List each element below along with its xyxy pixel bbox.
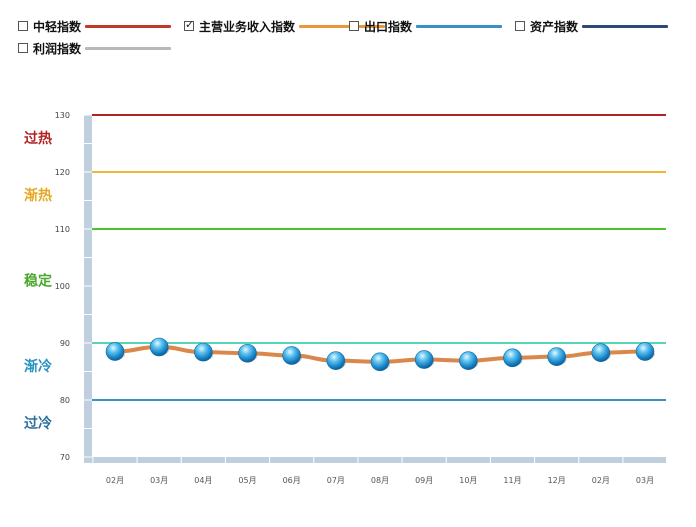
x-tick-label: 10月 (459, 476, 477, 485)
data-point (282, 346, 301, 365)
data-point (503, 348, 522, 368)
data-point (591, 343, 611, 362)
data-point (547, 347, 566, 366)
legend-checkbox[interactable] (515, 21, 525, 31)
data-point (635, 342, 655, 361)
legend-swatch-line (582, 24, 669, 28)
x-tick-label: 03月 (150, 476, 168, 485)
x-tick-label: 05月 (238, 476, 256, 485)
y-tick-label: 130 (55, 111, 70, 120)
x-tick-label: 04月 (194, 476, 212, 485)
legend-label: 中轻指数 (33, 19, 82, 34)
zone-label: 渐冷 (24, 358, 52, 375)
x-tick-label: 02月 (592, 476, 610, 485)
legend-checkbox[interactable] (18, 21, 28, 31)
legend-checkbox[interactable] (184, 18, 194, 31)
x-tick-label: 02月 (106, 476, 124, 485)
legend-item-zhongqing[interactable]: 中轻指数 (18, 18, 172, 34)
x-tick-label: 08月 (371, 476, 389, 485)
legend-label: 利润指数 (33, 41, 82, 56)
legend-item-export[interactable]: 出口指数 (349, 18, 503, 34)
x-tick-label: 03月 (636, 476, 654, 485)
data-point (459, 351, 478, 370)
data-point (370, 352, 390, 372)
y-tick-label: 100 (55, 282, 70, 291)
zone-label: 过冷 (24, 415, 52, 432)
legend-swatch-line (85, 24, 172, 28)
legend-item-revenue[interactable]: 主营业务收入指数 (184, 18, 386, 34)
x-tick-label: 07月 (327, 476, 345, 485)
legend-checkbox[interactable] (349, 21, 359, 31)
x-tick-label: 09月 (415, 476, 433, 485)
data-point (326, 351, 346, 370)
legend-swatch-line (416, 24, 503, 28)
legend-label: 出口指数 (364, 19, 413, 34)
data-point (194, 342, 213, 362)
y-tick-label: 80 (60, 396, 70, 405)
x-tick-label: 06月 (283, 476, 301, 485)
data-point (105, 342, 125, 361)
data-point (414, 350, 434, 369)
y-tick-label: 110 (55, 225, 70, 234)
zone-label: 过热 (24, 130, 52, 147)
legend-checkbox[interactable] (18, 43, 28, 53)
legend-swatch-line (85, 46, 172, 50)
x-axis-bar (84, 457, 666, 463)
y-tick-label: 90 (60, 339, 70, 348)
y-tick-label: 120 (55, 168, 70, 177)
x-tick-label: 11月 (503, 476, 521, 485)
legend-swatch-line (299, 24, 386, 28)
data-point (149, 337, 169, 357)
legend-label: 主营业务收入指数 (199, 19, 296, 34)
legend-item-profit[interactable]: 利润指数 (18, 40, 172, 56)
zone-label: 渐热 (24, 187, 52, 204)
legend-label: 资产指数 (530, 19, 579, 34)
legend-item-assets[interactable]: 资产指数 (515, 18, 669, 34)
y-tick-label: 70 (60, 453, 70, 462)
x-tick-label: 12月 (548, 476, 566, 485)
zone-label: 稳定 (24, 272, 52, 289)
data-point (238, 343, 257, 363)
y-axis-bar (84, 115, 92, 463)
